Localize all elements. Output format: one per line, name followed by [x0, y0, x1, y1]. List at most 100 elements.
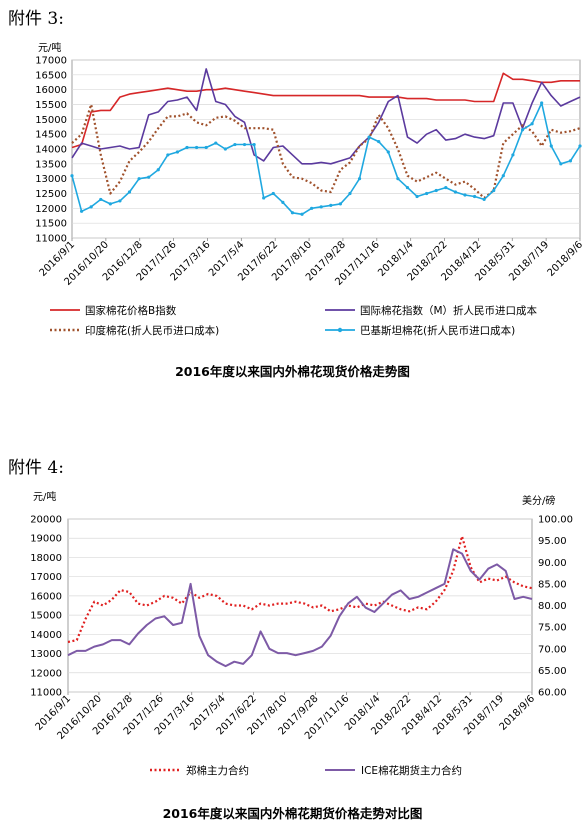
series-point: [463, 193, 467, 197]
series-point: [405, 185, 410, 190]
y-axis-unit: 元/吨: [38, 41, 61, 54]
y-right-tick-label: 80.00: [538, 601, 567, 612]
series-point: [195, 145, 199, 150]
series-point: [242, 142, 247, 147]
series-point: [559, 162, 563, 166]
legend-label-2: 印度棉花(折人民币进口成本): [85, 324, 219, 337]
series-point: [290, 211, 295, 215]
y-tick-label: 16500: [35, 70, 67, 81]
attachment-3-label: 附件 3:: [8, 9, 64, 29]
x-tick-label: 2018/9/6: [546, 239, 585, 279]
y-tick-label: 15500: [35, 100, 67, 111]
legend-label-0: 国家棉花价格B指数: [85, 304, 177, 317]
y-tick-label: 13000: [30, 649, 62, 660]
y-tick-label: 12000: [30, 668, 62, 679]
series-point: [453, 190, 457, 194]
series-point: [415, 194, 419, 199]
series-line-0: [67, 535, 533, 644]
series-point: [233, 142, 237, 147]
series-point: [281, 200, 285, 204]
series-point: [252, 142, 256, 147]
series-point: [348, 191, 352, 196]
series-point: [185, 145, 189, 150]
series-point: [310, 206, 314, 210]
legend-label-1: 国际棉花指数（M）折人民币进口成本: [360, 304, 538, 317]
series-point: [223, 147, 227, 151]
y-tick-label: 11000: [30, 688, 62, 699]
series-point: [108, 202, 112, 206]
y-axis-unit: 元/吨: [33, 490, 56, 503]
series-point: [520, 128, 525, 132]
chart1-title: 2016年度以来国内外棉花现货价格走势图: [175, 364, 410, 379]
series-point: [79, 209, 84, 213]
y-tick-label: 15000: [35, 115, 67, 126]
y-tick-label: 15000: [30, 611, 62, 622]
y-right-tick-label: 75.00: [538, 623, 567, 634]
legend-label-1: ICE棉花期货主力合约: [361, 764, 462, 777]
series-point: [396, 177, 400, 181]
series-line-1: [71, 68, 581, 165]
legend-marker: [337, 327, 343, 333]
series-point: [214, 141, 218, 145]
series-point: [444, 185, 448, 190]
y-tick-label: 14000: [30, 630, 62, 641]
series-point: [367, 135, 371, 139]
y-right-tick-label: 85.00: [538, 579, 567, 590]
series-point: [540, 101, 544, 105]
y-right-tick-label: 90.00: [538, 558, 567, 569]
y-right-tick-label: 100.00: [538, 515, 573, 526]
legend-label-0: 郑棉主力合约: [186, 764, 249, 777]
series-point: [99, 197, 103, 202]
series-point: [434, 188, 438, 193]
series-point: [377, 139, 381, 144]
series-point: [137, 177, 141, 181]
series-point: [70, 174, 74, 178]
y-tick-label: 11000: [35, 234, 67, 245]
y-right-tick-label: 60.00: [538, 688, 567, 699]
series-point: [175, 150, 180, 154]
y-right-axis-unit: 美分/磅: [522, 494, 555, 507]
y-tick-label: 14000: [35, 145, 67, 156]
y-right-tick-label: 65.00: [538, 666, 567, 677]
series-point: [511, 153, 515, 157]
y-tick-label: 13500: [35, 159, 67, 170]
spot-price-chart: 11000 11500 12000 12500 13000 13500 14000 14500…: [35, 41, 585, 337]
series-line-2: [71, 103, 581, 199]
series-point: [127, 190, 132, 194]
y-right-tick-label: 70.00: [538, 644, 567, 655]
series-point: [501, 174, 505, 178]
series-point: [156, 168, 160, 172]
series-line-3: [71, 102, 581, 216]
y-tick-label: 12500: [35, 189, 67, 200]
y-tick-label: 19000: [30, 534, 62, 545]
y-tick-label: 11500: [35, 219, 67, 230]
y-tick-label: 20000: [30, 515, 62, 526]
legend-label-3: 巴基斯坦棉花(折人民币进口成本): [360, 324, 515, 337]
series-line-1: [67, 548, 533, 668]
series-point: [338, 202, 342, 206]
series-point: [118, 199, 122, 203]
y-tick-label: 13000: [35, 174, 67, 185]
chart2-title: 2016年度以来国内外棉花期货价格走势对比图: [162, 806, 423, 821]
y-tick-label: 12000: [35, 204, 67, 215]
y-tick-label: 16000: [35, 85, 67, 96]
series-point: [549, 144, 553, 148]
series-point: [357, 177, 362, 181]
series-point: [482, 197, 486, 202]
series-point: [204, 145, 208, 150]
series-point: [568, 159, 573, 163]
attachment-4-label: 附件 4:: [8, 458, 64, 478]
series-point: [262, 196, 266, 200]
y-tick-label: 14500: [35, 130, 67, 141]
series-point: [147, 175, 151, 179]
series-point: [300, 212, 304, 216]
series-line-0: [71, 72, 580, 149]
series-point: [89, 205, 93, 209]
series-point: [425, 191, 429, 196]
y-tick-label: 17000: [35, 56, 67, 67]
futures-price-chart: 11000 12000 13000 14000 15000 16000 17000 18000…: [30, 490, 573, 777]
series-point: [166, 153, 170, 157]
y-tick-label: 16000: [30, 591, 62, 602]
plot-area: [67, 518, 533, 693]
series-point: [578, 144, 582, 148]
